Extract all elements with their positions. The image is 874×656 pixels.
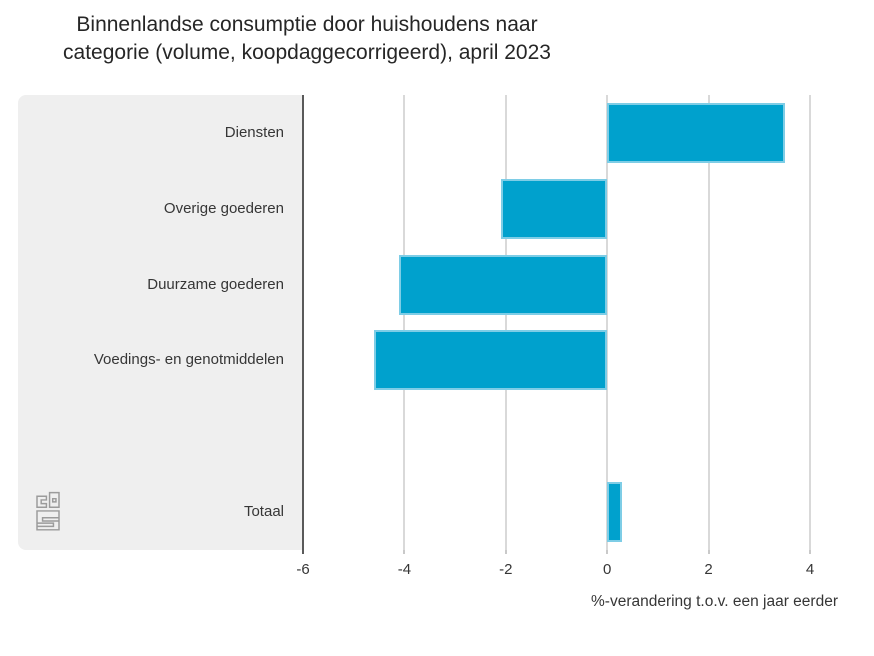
tick-mark-x-4 [809,550,811,554]
x-tick-label-4: 4 [805,561,815,578]
category-axis-panel [18,95,303,550]
chart-title-line1: Binnenlandse consumptie door huishoudens… [76,13,538,36]
category-label-duurzame-goederen: Duurzame goederen [147,275,284,293]
tick-mark-x--2 [504,550,507,554]
cbs-logo-icon [36,491,60,531]
gridline-x--2 [504,95,507,550]
bar-overige-goederen[interactable] [500,178,608,239]
y-axis-line [302,95,304,554]
x-tick-label--2: -2 [499,561,513,578]
tick-mark-x-2 [707,550,710,554]
x-tick-label-0: 0 [603,561,612,578]
bar-diensten[interactable] [607,102,785,163]
bar-totaal[interactable] [607,482,623,543]
category-label-voedings-en-genotmiddelen: Voedings- en genotmiddelen [93,351,284,369]
x-tick-label--4: -4 [397,561,412,578]
tick-mark-x-0 [606,550,609,554]
bar-voedings-en-genotmiddelen[interactable] [373,330,608,391]
gridline-x--4 [403,95,406,550]
x-tick-label--6: -6 [296,561,310,578]
category-label-totaal: Totaal [243,503,284,521]
x-tick-label-2: 2 [704,561,713,578]
bar-duurzame-goederen[interactable] [399,254,608,315]
gridline-x-2 [707,95,710,550]
category-label-overige-goederen: Overige goederen [163,199,284,217]
gridline-x-0 [606,95,609,550]
chart-title-line2: categorie (volume, koopdaggecorrigeerd),… [63,41,551,64]
tick-mark-x--4 [403,550,406,554]
gridline-x-4 [809,95,811,550]
category-label-diensten: Diensten [224,123,284,141]
chart-title: Binnenlandse consumptie door huishoudens… [0,11,614,67]
x-axis-title: %-verandering t.o.v. een jaar eerder [591,593,838,610]
